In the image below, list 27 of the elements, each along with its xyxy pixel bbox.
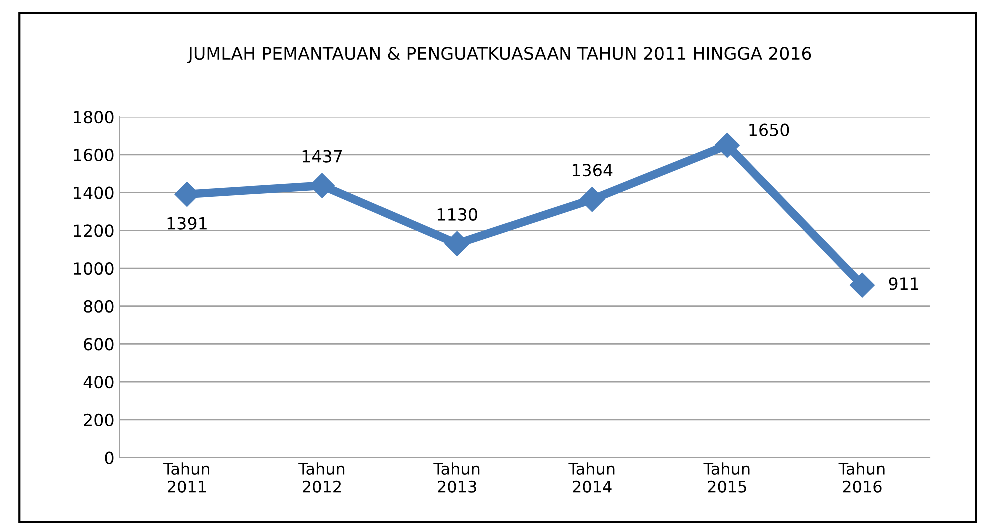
y-tick-label: 1600 (74, 148, 114, 162)
y-tick-label: 1400 (74, 186, 114, 200)
x-tick-label: Tahun 2015 (704, 462, 750, 493)
x-tick-label: Tahun 2014 (568, 462, 615, 493)
x-tick-label: Tahun 2011 (164, 462, 210, 493)
x-tick-label: Tahun 2012 (298, 462, 345, 493)
x-tick-label: Tahun 2013 (434, 462, 480, 493)
data-label: 1391 (168, 217, 207, 230)
y-tick-label: 1800 (74, 111, 114, 124)
data-label: 911 (889, 278, 918, 290)
y-tick-label: 400 (84, 376, 114, 389)
chart-title: JUMLAH PEMANTAUAN & PENGUATKUASAAN TAHUN 2011 HINGGA 2016 (187, 47, 812, 64)
y-tick-label: 200 (84, 414, 114, 427)
data-label: 1437 (302, 150, 342, 163)
y-tick-label: 1200 (74, 224, 114, 238)
y-tick-label: 800 (84, 300, 114, 313)
data-label: 1650 (750, 124, 790, 136)
y-tick-label: 0 (105, 452, 114, 464)
y-tick-label: 1000 (74, 262, 114, 276)
y-tick-label: 600 (84, 338, 114, 351)
data-label: 1364 (572, 164, 613, 177)
data-label: 1130 (438, 208, 478, 221)
x-tick-label: Tahun 2016 (838, 462, 885, 493)
point (580, 187, 605, 212)
point (850, 272, 875, 298)
point (444, 231, 470, 256)
point (714, 132, 740, 158)
